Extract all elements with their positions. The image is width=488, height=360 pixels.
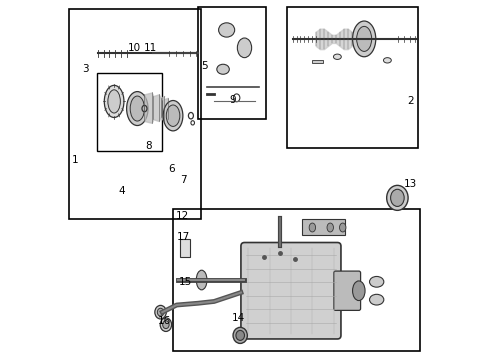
Ellipse shape (356, 26, 371, 51)
Ellipse shape (333, 54, 341, 59)
Ellipse shape (352, 21, 375, 57)
Ellipse shape (390, 189, 404, 206)
Ellipse shape (352, 281, 365, 301)
Ellipse shape (155, 305, 166, 319)
Ellipse shape (386, 185, 407, 210)
Bar (287, 7, 417, 148)
Ellipse shape (196, 270, 206, 290)
Text: 1: 1 (71, 156, 78, 165)
Ellipse shape (339, 223, 345, 232)
Text: 4: 4 (118, 186, 124, 196)
Ellipse shape (216, 64, 229, 74)
Bar (69, 9, 201, 219)
Ellipse shape (369, 276, 383, 287)
Ellipse shape (233, 327, 247, 343)
Text: 10: 10 (128, 43, 141, 53)
Bar (173, 208, 419, 351)
Ellipse shape (126, 91, 148, 126)
Text: 13: 13 (403, 179, 416, 189)
Bar (301, 219, 344, 235)
Text: 15: 15 (179, 277, 192, 287)
Bar (180, 239, 190, 257)
Ellipse shape (166, 105, 180, 126)
Text: 14: 14 (231, 312, 244, 323)
Text: 11: 11 (143, 43, 157, 53)
Text: 2: 2 (407, 96, 413, 107)
Bar (97, 73, 162, 152)
Ellipse shape (130, 96, 144, 121)
Ellipse shape (104, 85, 123, 117)
Text: 16: 16 (158, 316, 171, 326)
Ellipse shape (160, 318, 171, 332)
Ellipse shape (157, 308, 163, 316)
FancyBboxPatch shape (333, 271, 360, 310)
Text: 3: 3 (82, 64, 89, 74)
Ellipse shape (383, 58, 390, 63)
Text: 12: 12 (175, 211, 188, 221)
Bar (198, 7, 265, 119)
Ellipse shape (163, 321, 169, 329)
Ellipse shape (308, 223, 315, 232)
Ellipse shape (235, 330, 244, 341)
Ellipse shape (326, 223, 333, 232)
Text: 9: 9 (229, 95, 236, 105)
Text: 6: 6 (167, 164, 174, 174)
FancyBboxPatch shape (241, 243, 340, 339)
Bar (312, 60, 323, 63)
Text: 5: 5 (201, 61, 207, 71)
Text: 8: 8 (145, 141, 152, 151)
Ellipse shape (108, 90, 120, 113)
Ellipse shape (369, 294, 383, 305)
Ellipse shape (237, 38, 251, 58)
Text: 7: 7 (180, 175, 187, 185)
Ellipse shape (163, 100, 183, 131)
Text: 17: 17 (177, 232, 190, 242)
Ellipse shape (218, 23, 234, 37)
